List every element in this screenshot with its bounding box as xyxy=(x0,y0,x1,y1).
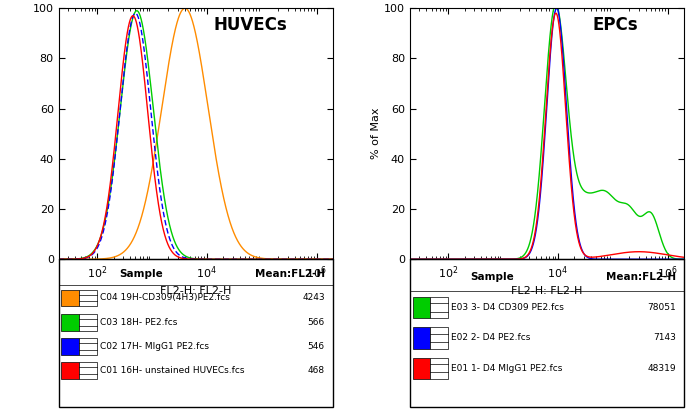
Text: 546: 546 xyxy=(307,342,325,351)
Bar xyxy=(61,362,79,379)
Bar xyxy=(413,297,430,318)
Bar xyxy=(430,327,448,349)
Text: 7143: 7143 xyxy=(653,333,676,342)
Text: C03 18H- PE2.fcs: C03 18H- PE2.fcs xyxy=(100,318,178,327)
Bar xyxy=(430,358,448,379)
Bar xyxy=(61,289,79,307)
Text: C01 16H- unstained HUVECs.fcs: C01 16H- unstained HUVECs.fcs xyxy=(100,366,245,375)
Bar xyxy=(430,297,448,318)
Text: HUVECs: HUVECs xyxy=(214,16,287,34)
Bar xyxy=(79,338,97,355)
Text: 566: 566 xyxy=(307,318,325,327)
Y-axis label: % of Max: % of Max xyxy=(371,108,381,159)
Text: 78051: 78051 xyxy=(647,303,676,312)
Text: Sample: Sample xyxy=(119,269,163,279)
Text: E03 3- D4 CD309 PE2.fcs: E03 3- D4 CD309 PE2.fcs xyxy=(451,303,564,312)
Bar xyxy=(413,358,430,379)
Bar xyxy=(79,314,97,331)
Text: Mean:FL2-H: Mean:FL2-H xyxy=(606,272,676,282)
X-axis label: FL2-H: FL2-H: FL2-H: FL2-H xyxy=(511,286,583,296)
Text: 4243: 4243 xyxy=(302,293,325,302)
Text: 48319: 48319 xyxy=(647,364,676,373)
Bar xyxy=(413,327,430,349)
Bar xyxy=(79,289,97,307)
X-axis label: FL2-H: FL2-H: FL2-H: FL2-H xyxy=(160,286,231,296)
Text: Sample: Sample xyxy=(470,272,514,282)
Text: C04 19H-CD309(4H3)PE2.fcs: C04 19H-CD309(4H3)PE2.fcs xyxy=(100,293,229,302)
Bar xyxy=(61,338,79,355)
Text: Mean:FL2-H: Mean:FL2-H xyxy=(255,269,325,279)
Text: C02 17H- MIgG1 PE2.fcs: C02 17H- MIgG1 PE2.fcs xyxy=(100,342,209,351)
Text: 468: 468 xyxy=(307,366,325,375)
Text: EPCs: EPCs xyxy=(593,16,638,34)
Bar xyxy=(79,362,97,379)
Text: E01 1- D4 MIgG1 PE2.fcs: E01 1- D4 MIgG1 PE2.fcs xyxy=(451,364,562,373)
Bar xyxy=(61,314,79,331)
Text: E02 2- D4 PE2.fcs: E02 2- D4 PE2.fcs xyxy=(451,333,530,342)
